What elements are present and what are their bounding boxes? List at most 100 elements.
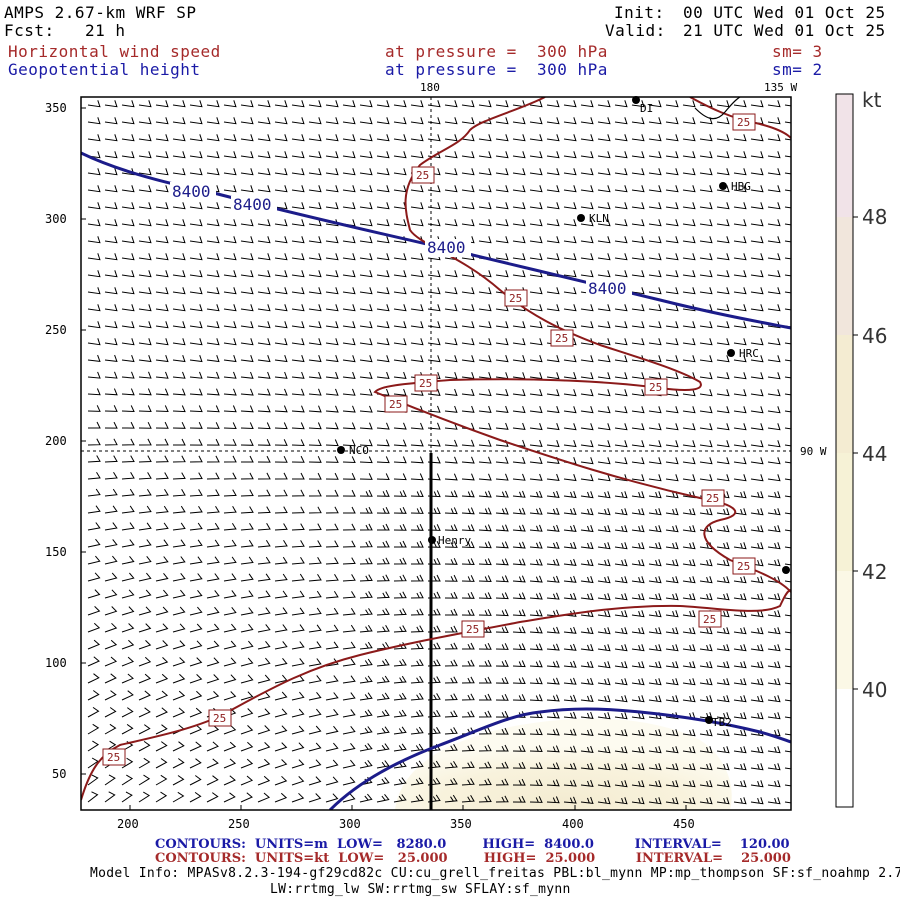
forecast-label: Fcst:: [4, 21, 55, 40]
wind-barb: [104, 622, 118, 633]
wind-barb: [87, 287, 101, 295]
wind-barb: [495, 405, 509, 413]
wind-barb: [682, 270, 696, 278]
wind-barb: [376, 100, 390, 108]
wind-barb: [784, 444, 791, 447]
wind-barb: [512, 592, 526, 600]
wind-barb: [104, 219, 118, 227]
wind-barb: [614, 542, 628, 550]
wind-barb: [716, 304, 730, 312]
wind-barb: [716, 440, 730, 448]
wind-barb: [529, 423, 543, 431]
wind-barb: [648, 644, 662, 652]
wind-barb: [189, 556, 203, 565]
wind-barb: [665, 151, 679, 159]
wind-barb: [291, 455, 305, 463]
wind-barb: [121, 656, 135, 667]
wind-barb: [546, 779, 560, 787]
wind-barb: [325, 759, 339, 769]
wind-barb: [172, 388, 186, 396]
wind-barb: [257, 371, 271, 379]
wind-barb: [512, 541, 526, 549]
wind-barb: [750, 457, 764, 465]
wind-barb: [223, 623, 237, 633]
wind-barb: [767, 457, 781, 465]
wind-barb: [563, 541, 577, 549]
colorbar-band: [836, 571, 853, 689]
wind-barb: [665, 423, 679, 431]
wind-barb: [750, 695, 764, 703]
wind-barb: [206, 355, 220, 363]
wind-barb: [444, 405, 458, 413]
wind-barb: [716, 593, 730, 601]
wind-barb: [461, 558, 475, 566]
wind-barb: [223, 270, 237, 278]
wind-barb: [342, 304, 356, 312]
wind-barb: [461, 388, 475, 396]
wind-barb: [563, 117, 577, 125]
wind-barb: [342, 776, 356, 786]
wind-barb: [189, 707, 203, 718]
wind-barb: [699, 661, 713, 669]
wind-barb: [512, 202, 526, 210]
wind-barb: [648, 457, 662, 465]
speed-label: 25: [706, 492, 719, 505]
wind-barb: [784, 240, 791, 243]
wind-barb: [597, 491, 611, 499]
wind-barb: [121, 539, 135, 548]
wind-barb: [87, 555, 101, 565]
wind-barb: [427, 134, 441, 142]
speed-label: 25: [213, 712, 226, 725]
wind-barb: [206, 775, 219, 786]
wind-barb: [342, 151, 356, 159]
wind-barb: [104, 338, 118, 346]
wind-barb: [257, 674, 271, 684]
wind-barb: [478, 761, 492, 769]
wind-barb: [155, 287, 169, 295]
wind-barb: [478, 778, 492, 786]
wind-barb: [138, 100, 152, 108]
wind-barb: [733, 287, 747, 295]
wind-barb: [104, 151, 118, 159]
wind-barb: [325, 557, 339, 565]
wind-barb: [325, 439, 339, 447]
wind-barb: [240, 657, 254, 667]
wind-barb: [155, 421, 169, 429]
speed-label: 25: [509, 292, 522, 305]
wind-barb: [597, 559, 611, 567]
wind-barb: [274, 506, 288, 514]
wind-barb: [699, 627, 713, 635]
wind-barb: [733, 270, 747, 278]
wind-barb: [325, 270, 339, 278]
wind-barb: [495, 185, 509, 193]
wind-barb: [784, 206, 791, 209]
wind-barb: [155, 253, 169, 261]
wind-barb: [240, 219, 254, 227]
wind-barb: [478, 389, 492, 397]
wind-barb: [189, 606, 203, 616]
wind-barb: [325, 540, 339, 548]
wind-barb: [716, 270, 730, 278]
wind-barb: [427, 100, 441, 108]
wind-barb: [597, 746, 611, 754]
wind-barb: [512, 151, 526, 159]
wind-barb: [189, 455, 203, 463]
wind-barb: [410, 625, 424, 633]
wind-barb: [172, 421, 186, 429]
wind-barb: [665, 695, 679, 703]
wind-barb: [733, 423, 747, 431]
wind-barb: [325, 776, 339, 786]
wind-barb: [597, 185, 611, 193]
wind-barb: [648, 253, 662, 261]
wind-barb: [461, 490, 475, 498]
wind-barb: [172, 572, 186, 582]
wind-barb: [631, 593, 645, 601]
wind-barb: [138, 724, 151, 735]
wind-barb: [461, 168, 475, 176]
wind-barb: [427, 321, 441, 329]
wind-barb: [87, 639, 101, 650]
wind-barb: [631, 202, 645, 210]
wind-barb: [223, 775, 236, 786]
wind-barb: [648, 797, 662, 805]
wind-barb: [733, 542, 747, 550]
